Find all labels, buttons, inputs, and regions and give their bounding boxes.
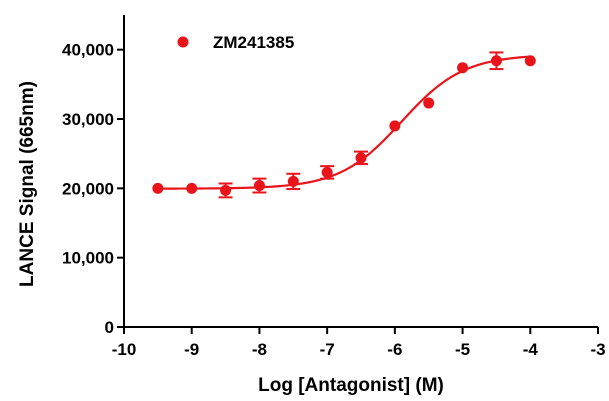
x-tick-label: -3 bbox=[590, 340, 605, 359]
data-point bbox=[287, 175, 299, 187]
x-tick-label: -10 bbox=[112, 340, 137, 359]
data-point bbox=[423, 97, 435, 109]
axes bbox=[123, 15, 598, 328]
data-point bbox=[186, 182, 198, 194]
data-point bbox=[389, 120, 401, 132]
data-point bbox=[152, 182, 164, 194]
y-axis-title: LANCE Signal (665nm) bbox=[17, 81, 38, 287]
data-point bbox=[490, 55, 502, 67]
data-point bbox=[253, 180, 265, 192]
fit-layer bbox=[157, 55, 531, 190]
data-point bbox=[524, 55, 536, 67]
x-tick-label: -7 bbox=[320, 340, 335, 359]
y-tick-label: 40,000 bbox=[62, 41, 114, 60]
data-point bbox=[355, 152, 367, 164]
y-tick-label: 20,000 bbox=[62, 179, 114, 198]
x-axis-title: Log [Antagonist] (M) bbox=[258, 375, 444, 396]
points-layer bbox=[152, 51, 536, 199]
x-ticks: -10 -9 -8 -7 -6 -5 -4 -3 bbox=[112, 327, 606, 359]
legend: ZM241385 bbox=[177, 33, 294, 52]
y-tick-label: 10,000 bbox=[62, 249, 114, 268]
data-point bbox=[321, 166, 333, 178]
fit-curve bbox=[157, 55, 531, 190]
x-tick-label: -6 bbox=[387, 340, 402, 359]
legend-marker bbox=[177, 36, 189, 48]
y-tick-label: 30,000 bbox=[62, 110, 114, 129]
y-ticks: 0 10,000 20,000 30,000 40,000 bbox=[62, 41, 124, 337]
data-point bbox=[220, 184, 232, 196]
y-tick-label: 0 bbox=[105, 318, 114, 337]
x-tick-label: -8 bbox=[252, 340, 267, 359]
x-tick-label: -5 bbox=[455, 340, 470, 359]
x-tick-label: -4 bbox=[523, 340, 539, 359]
legend-label: ZM241385 bbox=[213, 33, 294, 52]
x-tick-label: -9 bbox=[184, 340, 199, 359]
data-point bbox=[457, 62, 469, 74]
